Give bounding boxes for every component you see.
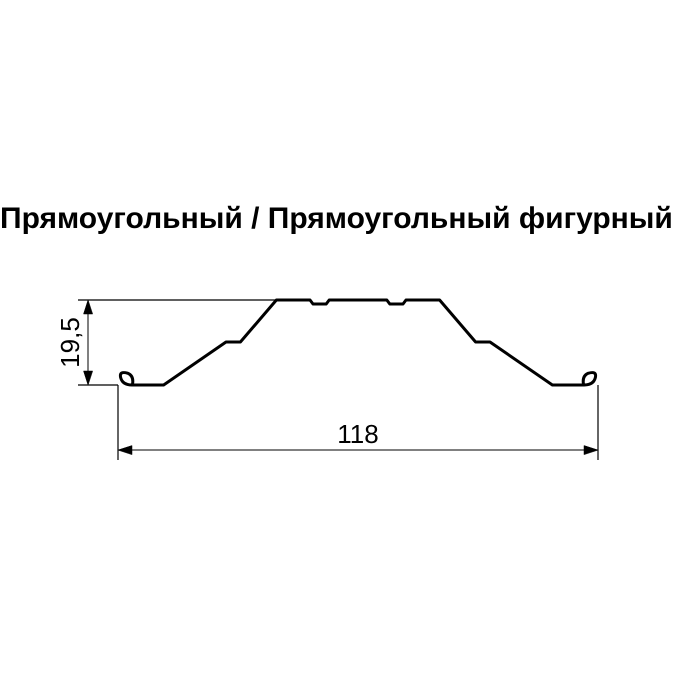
profile-title: Прямоугольный / Прямоугольный фигурный [0, 202, 700, 236]
profile-diagram: 118 19,5 [0, 280, 700, 560]
svg-text:118: 118 [337, 419, 378, 449]
page: Прямоугольный / Прямоугольный фигурный 1… [0, 0, 700, 700]
svg-text:19,5: 19,5 [55, 317, 85, 368]
